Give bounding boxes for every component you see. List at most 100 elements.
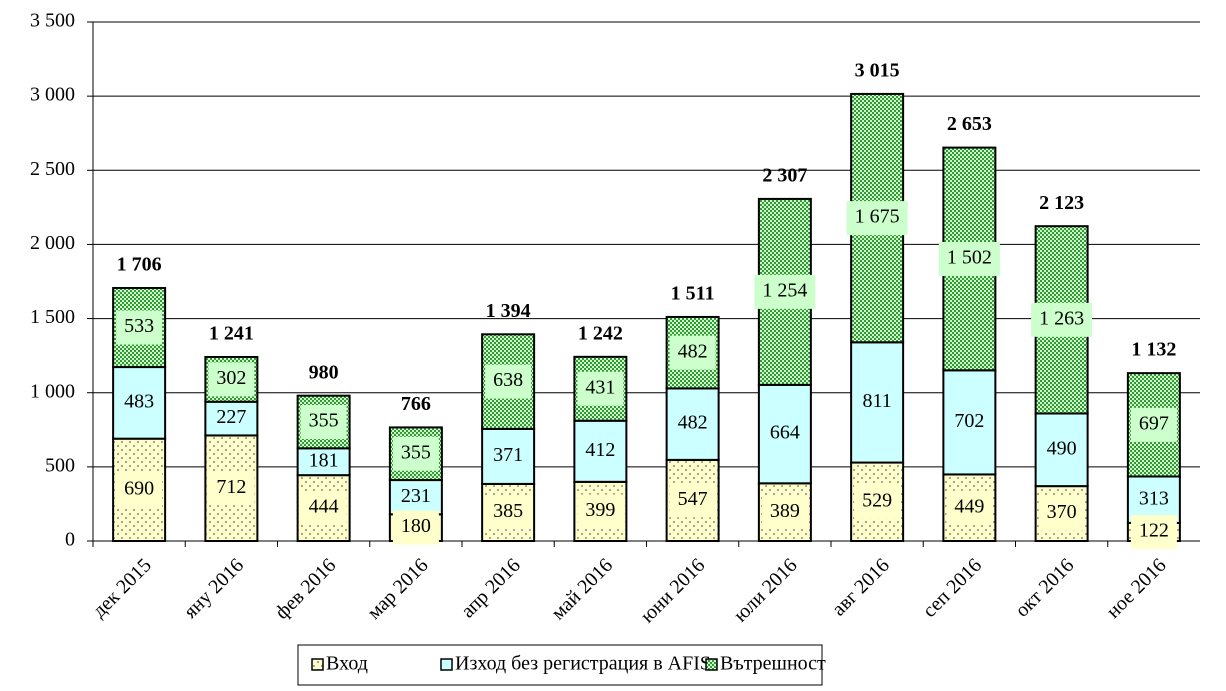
data-label-bg [208,471,255,506]
x-tick-label: юли 2016 [729,554,801,626]
data-label: 313 [1139,487,1169,509]
data-label: 483 [124,390,154,412]
data-label-bg [116,472,163,507]
data-label: 385 [485,495,532,530]
data-label-text: 811 [862,390,891,412]
data-label-bg [485,364,532,399]
data-label: 1 254 [754,274,816,309]
data-label-text: 697 [1139,412,1169,434]
data-label-text: 1 263 [1039,307,1084,329]
data-label-text: 389 [770,500,800,522]
data-label: 355 [392,436,439,471]
data-label-bg [854,484,901,519]
data-label: 370 [1038,496,1085,531]
data-label: 712 [208,471,255,506]
data-label-text: 399 [585,499,615,521]
x-tick-label: май 2016 [547,554,617,624]
data-label: 547 [669,483,716,518]
total-label: 980 [309,361,339,383]
data-label-text: 482 [678,340,708,362]
data-label-bg [577,371,624,406]
data-label: 811 [862,390,891,412]
data-label-bg [485,495,532,530]
data-label-text: 444 [309,496,339,518]
data-label: 122 [1130,514,1177,549]
data-label-bg [1038,496,1085,531]
data-label: 412 [585,439,615,461]
data-label-bg [669,335,716,370]
y-tick-label: 1 000 [30,380,75,402]
data-label-text: 529 [862,489,892,511]
data-label-text: 385 [493,500,523,522]
data-label: 697 [1130,407,1177,442]
data-label: 482 [669,335,716,370]
data-label: 444 [300,491,347,526]
x-tick-label: окт 2016 [1011,554,1078,621]
data-label-text: 482 [678,412,708,434]
x-tick-label: мар 2016 [363,554,433,624]
y-tick-label: 2 000 [30,232,75,254]
data-label-text: 122 [1139,520,1169,542]
data-label: 490 [1047,437,1077,459]
data-label-text: 449 [954,495,984,517]
data-label-text: 490 [1047,437,1077,459]
data-label: 371 [493,444,523,466]
data-label-bg [846,201,908,236]
y-tick-label: 0 [65,529,75,551]
data-label: 431 [577,371,624,406]
data-label-bg [669,483,716,518]
total-label: 1 242 [578,322,623,344]
data-label: 702 [954,410,984,432]
data-label: 181 [309,449,339,471]
y-tick-label: 3 000 [30,84,75,106]
data-label-text: 412 [585,439,615,461]
data-label-text: 1 254 [762,279,807,301]
x-tick-label: фев 2016 [271,554,340,623]
x-tick-label: яну 2016 [180,554,249,623]
data-label-bg [1130,407,1177,442]
data-label: 533 [116,310,163,345]
data-label-bg [1031,302,1093,337]
data-label-text: 227 [216,406,246,428]
total-label: 2 307 [762,164,807,186]
data-label-bg [946,490,993,525]
data-label-text: 371 [493,444,523,466]
x-tick-label: ное 2016 [1102,554,1170,622]
data-label: 389 [761,495,808,530]
total-label: 1 706 [117,254,162,276]
legend-marker [311,658,324,671]
data-label-text: 370 [1047,501,1077,523]
data-label: 227 [216,406,246,428]
data-label: 449 [946,490,993,525]
data-label-bg [938,241,1000,276]
legend-box [297,644,823,686]
legend-label: Изход без регистрация в AFIS [455,653,711,675]
total-label: 3 015 [855,60,900,82]
data-label-bg [392,510,439,545]
legend-marker [440,658,453,671]
data-label: 355 [300,405,347,440]
data-label-text: 664 [770,422,800,444]
data-label-bg [577,494,624,529]
data-label: 1 502 [938,241,1000,276]
data-label-text: 1 502 [947,247,992,269]
data-label-text: 702 [954,410,984,432]
data-label: 529 [854,484,901,519]
data-label-text: 431 [585,376,615,398]
data-label-bg [300,491,347,526]
data-label-bg [754,274,816,309]
x-tick-label: юни 2016 [636,554,709,627]
data-label-text: 1 675 [855,206,900,228]
data-label: 180 [392,510,439,545]
data-label: 1 675 [846,201,908,236]
data-label-text: 355 [309,410,339,432]
data-label: 690 [116,472,163,507]
data-label-text: 181 [309,449,339,471]
data-label-text: 712 [216,476,246,498]
data-label: 1 263 [1031,302,1093,337]
data-label-text: 638 [493,369,523,391]
total-label: 1 132 [1131,339,1176,361]
bar-segment [1034,412,1089,488]
total-label: 2 653 [947,113,992,135]
